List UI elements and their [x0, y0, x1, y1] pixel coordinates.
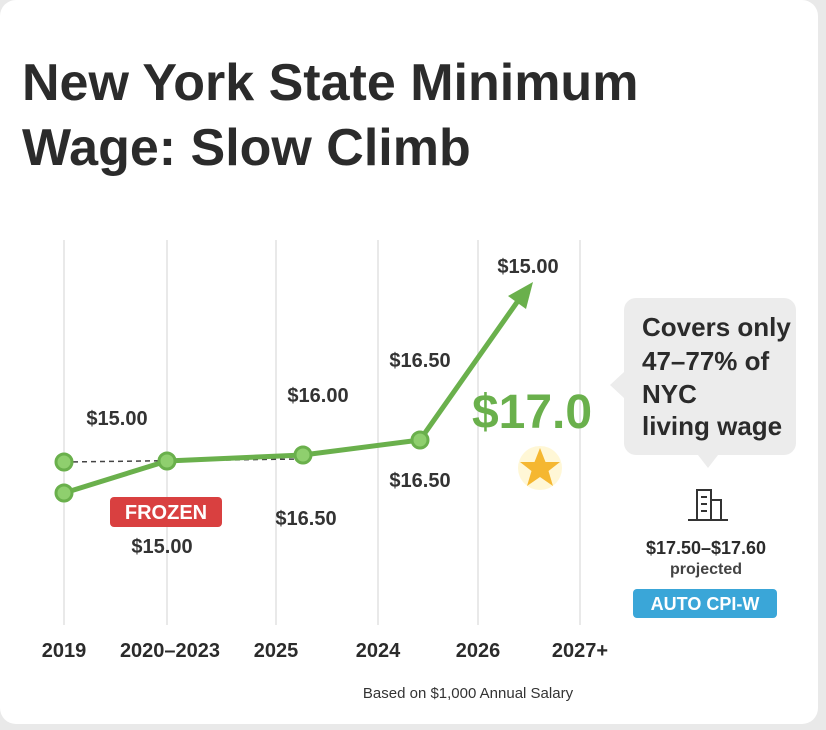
axis-label: 2019	[42, 640, 87, 662]
callout-line: living wage	[642, 411, 782, 441]
building-icon	[688, 489, 728, 521]
projection-note: projected	[670, 561, 742, 578]
point-label: $15.00	[131, 536, 192, 558]
frozen-badge	[110, 497, 222, 527]
highlight: $17.0	[472, 386, 592, 439]
point-label: $16.50	[275, 508, 336, 530]
title-line: New York State Minimum	[22, 54, 638, 112]
callout-line: Covers only	[642, 312, 791, 342]
points	[54, 430, 430, 503]
point-label: $15.00	[497, 256, 558, 278]
star	[520, 448, 560, 486]
badge-text: AUTO CPI-W	[651, 594, 760, 614]
badge-text: FROZEN	[125, 502, 207, 524]
point-label: $16.00	[287, 385, 348, 407]
grid	[63, 240, 581, 625]
axis-label: 2024	[356, 640, 401, 662]
arrow-head	[508, 282, 533, 309]
point-label: $16.50	[389, 470, 450, 492]
callout	[610, 298, 796, 468]
point-label: $16.50	[389, 350, 450, 372]
axis-label: 2026	[456, 640, 501, 662]
projection-range: $17.50–$17.60	[646, 538, 766, 558]
axis-label: 2027+	[552, 640, 608, 662]
axis-label: 2020–2023	[120, 640, 220, 662]
title-line: Wage: Slow Climb	[22, 119, 471, 177]
callout-line: 47–77% of	[642, 346, 770, 376]
point-label: $15.00	[86, 408, 147, 430]
callout-line: NYC	[642, 379, 697, 409]
cpi-badge	[633, 589, 777, 618]
axis-label: 2025	[254, 640, 299, 662]
footer: Based on $1,000 Annual Salary	[363, 685, 574, 702]
